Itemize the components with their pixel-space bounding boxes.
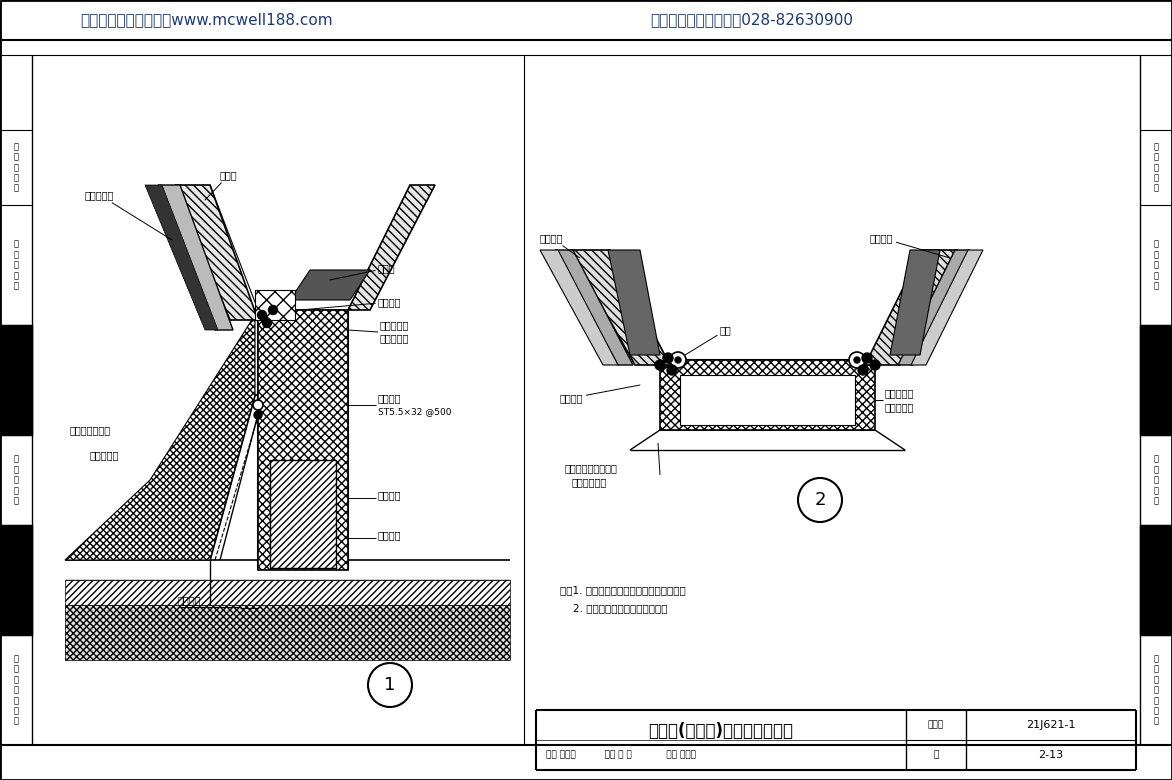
Text: 屋
面
采
光
带: 屋 面 采 光 带 [1153,455,1158,505]
Circle shape [268,306,278,314]
Text: 审核 李正刚          校对 洪 森            设计 段丽瑛: 审核 李正刚 校对 洪 森 设计 段丽瑛 [546,750,696,760]
Text: 导
光
管
采
光: 导 光 管 采 光 [14,142,19,193]
Circle shape [858,365,868,375]
Circle shape [655,360,665,370]
Text: 墙侧板连接: 墙侧板连接 [885,402,914,412]
Polygon shape [1140,525,1172,635]
Circle shape [253,400,263,410]
Polygon shape [865,250,958,365]
Text: 铝合金窗: 铝合金窗 [870,233,950,258]
Polygon shape [145,185,218,330]
Text: 保温材料: 保温材料 [379,490,402,500]
Text: 铝合金窗: 铝合金窗 [540,233,580,258]
Polygon shape [258,310,348,570]
Text: （塞天窗框）: （塞天窗框） [572,477,607,487]
Text: 导
光
管
采
光: 导 光 管 采 光 [1153,142,1158,193]
Text: 页: 页 [933,750,939,760]
Text: 密封胶条: 密封胶条 [560,385,640,403]
Polygon shape [0,325,32,435]
Circle shape [854,357,860,363]
Text: 图集号: 图集号 [928,721,945,729]
Circle shape [670,352,686,368]
Text: 地
下
室
天
窗: 地 下 室 天 窗 [1153,239,1158,290]
Polygon shape [255,290,295,320]
Polygon shape [64,605,510,660]
Polygon shape [540,250,618,365]
Circle shape [254,411,263,419]
Circle shape [798,478,841,522]
Text: 加强板与山: 加强板与山 [885,388,914,398]
Text: ST5.5×32 @500: ST5.5×32 @500 [379,407,451,417]
Circle shape [675,357,681,363]
Polygon shape [175,185,258,320]
Circle shape [861,353,872,363]
Polygon shape [898,250,970,365]
Polygon shape [64,580,510,605]
Text: 成品金属板保温天沟: 成品金属板保温天沟 [565,463,618,473]
Polygon shape [1140,325,1172,435]
Text: 天窗基座: 天窗基座 [379,530,402,540]
Text: 2-13: 2-13 [1038,750,1063,760]
Polygon shape [289,270,370,300]
Text: 加强板: 加强板 [331,263,396,280]
Polygon shape [0,525,32,635]
Text: 屋面泛水板: 屋面泛水板 [90,450,120,460]
Text: 2. 屋面构造做法详见工程设计。: 2. 屋面构造做法详见工程设计。 [560,603,668,613]
Polygon shape [556,250,633,365]
Circle shape [258,310,266,320]
Text: 屋面做法: 屋面做法 [178,595,202,605]
Text: 采光板: 采光板 [205,170,238,200]
Circle shape [263,318,272,328]
Text: 注：1. 保温天沟尺寸由产品生产厂家确定。: 注：1. 保温天沟尺寸由产品生产厂家确定。 [560,585,686,595]
Text: 平
屋
面
罩
体
天
窗: 平 屋 面 罩 体 天 窗 [1153,654,1158,725]
Text: 地
下
室
天
窗: 地 下 室 天 窗 [14,239,19,290]
Polygon shape [348,185,435,310]
Text: 自攻螺钉: 自攻螺钉 [379,393,402,403]
Polygon shape [911,250,983,365]
Text: 合页: 合页 [684,325,731,355]
Text: 成品金属泛水板: 成品金属泛水板 [70,425,111,435]
Circle shape [667,365,677,375]
Polygon shape [158,185,233,330]
Circle shape [870,360,880,370]
Polygon shape [608,250,660,355]
Text: 三角型(下开窗)天窗构造节点图: 三角型(下开窗)天窗构造节点图 [648,722,793,740]
Polygon shape [270,460,336,568]
Circle shape [663,353,673,363]
Polygon shape [890,250,940,355]
Polygon shape [64,315,255,560]
Text: 平
屋
面
罩
体
天
窗: 平 屋 面 罩 体 天 窗 [14,654,19,725]
Polygon shape [570,250,670,365]
Polygon shape [660,360,875,430]
Text: 填保温材料: 填保温材料 [380,333,409,343]
Text: 21J621-1: 21J621-1 [1027,720,1076,730]
Circle shape [368,663,413,707]
Text: 麦克威电动排烟天窗：www.mcwell188.com: 麦克威电动排烟天窗：www.mcwell188.com [80,12,333,27]
Text: 密封胶条: 密封胶条 [300,297,402,310]
Text: 2: 2 [815,491,826,509]
Text: 麦克威全国客服热线：028-82630900: 麦克威全国客服热线：028-82630900 [650,12,853,27]
Polygon shape [680,375,856,425]
Text: 1: 1 [384,676,396,694]
Circle shape [849,352,865,368]
Text: 铝合金窗框: 铝合金窗框 [86,190,172,240]
Text: 成品窗框内: 成品窗框内 [380,320,409,330]
Text: 屋
面
采
光
带: 屋 面 采 光 带 [14,455,19,505]
